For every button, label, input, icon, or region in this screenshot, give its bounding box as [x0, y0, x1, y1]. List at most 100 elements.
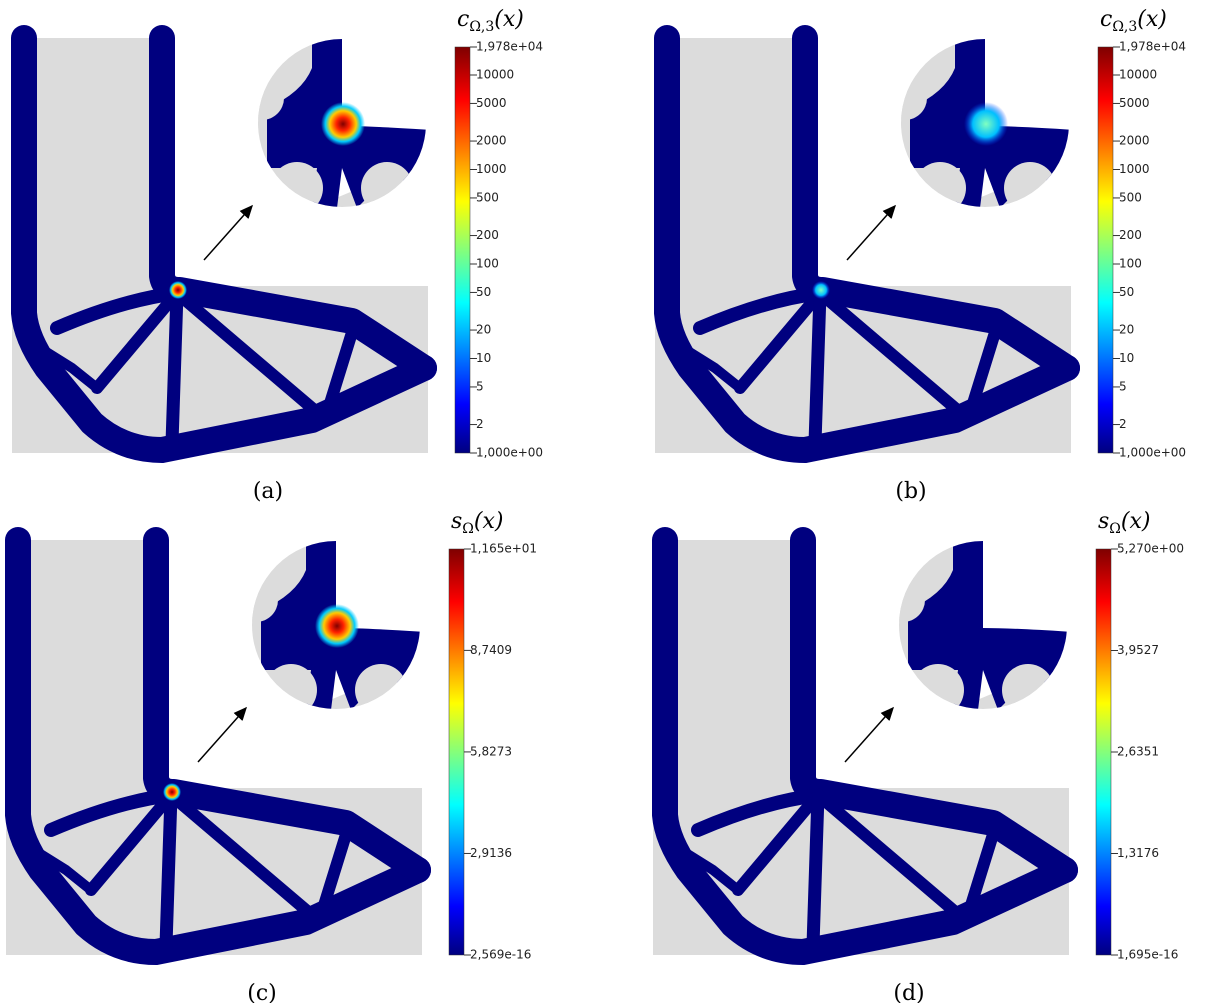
colorbar-tick-label: 2,9136	[470, 846, 512, 860]
colorbar-title: cΩ,3(x)	[1100, 7, 1167, 35]
inset-gray	[901, 76, 927, 120]
title-subscript: Ω	[462, 521, 474, 537]
structure	[732, 789, 824, 896]
arrow	[844, 706, 894, 763]
colorbar-tick-label: 200	[476, 228, 499, 242]
title-subscript: Ω	[1109, 521, 1121, 537]
colorbar-tick-label: 1,3176	[1117, 846, 1159, 860]
colorbar-tick-label: 2000	[1119, 134, 1150, 148]
caption: (c)	[247, 981, 277, 1003]
arrow	[197, 706, 247, 763]
structure	[808, 286, 827, 450]
colorbar-tick-label: 1000	[1119, 162, 1150, 176]
structure	[315, 822, 354, 921]
structure	[734, 287, 826, 394]
hotspot	[812, 281, 830, 299]
title-arg: (x)	[474, 509, 504, 534]
colorbar-tick-label: 2	[476, 417, 484, 431]
structure	[962, 822, 1001, 921]
panel	[654, 25, 1080, 463]
title-symbol: s	[451, 509, 462, 534]
structure	[165, 286, 184, 450]
title-symbol: c	[1100, 7, 1112, 32]
colorbar	[1097, 46, 1114, 454]
inset	[258, 39, 426, 207]
structure	[660, 835, 743, 895]
title-symbol: s	[1098, 509, 1109, 534]
colorbar-tick-label: 5	[1119, 379, 1127, 393]
colorbar-tick-label: 10	[1119, 351, 1134, 365]
colorbar-tick-label: 10000	[1119, 67, 1157, 81]
title-arg: (x)	[1137, 7, 1167, 32]
colorbar-tick-label: 3,9527	[1117, 643, 1159, 657]
structure	[691, 788, 825, 837]
inset-gray	[914, 162, 966, 207]
inset-gray	[361, 162, 413, 207]
panel	[652, 527, 1078, 965]
inset-gray	[899, 578, 925, 622]
inset-gray	[252, 578, 278, 622]
colorbar-tick-label: 8,7409	[470, 643, 512, 657]
colorbar-tick-label: 200	[1119, 228, 1142, 242]
colorbar-title: cΩ,3(x)	[457, 7, 524, 35]
colorbar-tick-label: 1,695e-16	[1117, 948, 1178, 962]
colorbar-tick-label: 2,6351	[1117, 744, 1159, 758]
structure	[5, 527, 431, 965]
structure	[85, 789, 177, 896]
caption: (a)	[253, 479, 283, 504]
colorbar-tick-label: 2	[1119, 417, 1127, 431]
inset-hotspot	[321, 102, 365, 146]
colorbar-tick-label: 5000	[1119, 96, 1150, 110]
inset-gray	[912, 664, 964, 709]
inset-gray	[1002, 664, 1054, 709]
inset-hotspot	[315, 604, 359, 648]
colorbar-tick-label: 500	[476, 190, 499, 204]
structure	[806, 788, 825, 952]
colorbar-tick-label: 1,165e+01	[470, 542, 537, 556]
inset	[252, 541, 420, 709]
structure	[812, 789, 959, 916]
inset-gray	[265, 664, 317, 709]
structure	[693, 286, 827, 335]
structure	[652, 527, 1078, 965]
panel	[5, 527, 431, 965]
inset-gray	[258, 76, 284, 120]
caption: (d)	[893, 981, 924, 1003]
colorbar-tick-label: 50	[476, 285, 491, 299]
colorbar-title: sΩ(x)	[451, 509, 503, 537]
title-subscript: Ω,3	[469, 19, 494, 35]
hotspot	[163, 783, 181, 801]
inset-gray	[271, 162, 323, 207]
structure	[654, 25, 1080, 463]
colorbar-tick-label: 20	[476, 323, 491, 337]
title-subscript: Ω,3	[1112, 19, 1137, 35]
colorbar-tick-label: 50	[1119, 285, 1134, 299]
structure	[159, 788, 178, 952]
structure	[91, 287, 183, 394]
title-symbol: c	[457, 7, 469, 32]
colorbar-tick-label: 2,569e-16	[470, 948, 531, 962]
colorbar-tick-label: 100	[476, 256, 499, 270]
inset	[901, 39, 1069, 207]
colorbar-tick-label: 5,270e+00	[1117, 542, 1184, 556]
inset-gray	[355, 664, 407, 709]
structure	[814, 287, 961, 414]
hotspot	[169, 281, 187, 299]
colorbar-tick-label: 10000	[476, 67, 514, 81]
title-arg: (x)	[494, 7, 524, 32]
title-arg: (x)	[1121, 509, 1151, 534]
structure	[165, 789, 312, 916]
caption: (b)	[895, 479, 926, 504]
structure	[171, 287, 318, 414]
structure	[50, 286, 184, 335]
colorbar-tick-label: 2000	[476, 134, 507, 148]
arrow	[846, 204, 896, 261]
inset	[899, 541, 1067, 709]
colorbar-tick-label: 10	[476, 351, 491, 365]
colorbar-tick-label: 500	[1119, 190, 1142, 204]
colorbar	[1095, 548, 1112, 956]
colorbar-title: sΩ(x)	[1098, 509, 1150, 537]
colorbar-tick-label: 1,000e+00	[476, 446, 543, 460]
inset-hotspot	[964, 102, 1008, 146]
